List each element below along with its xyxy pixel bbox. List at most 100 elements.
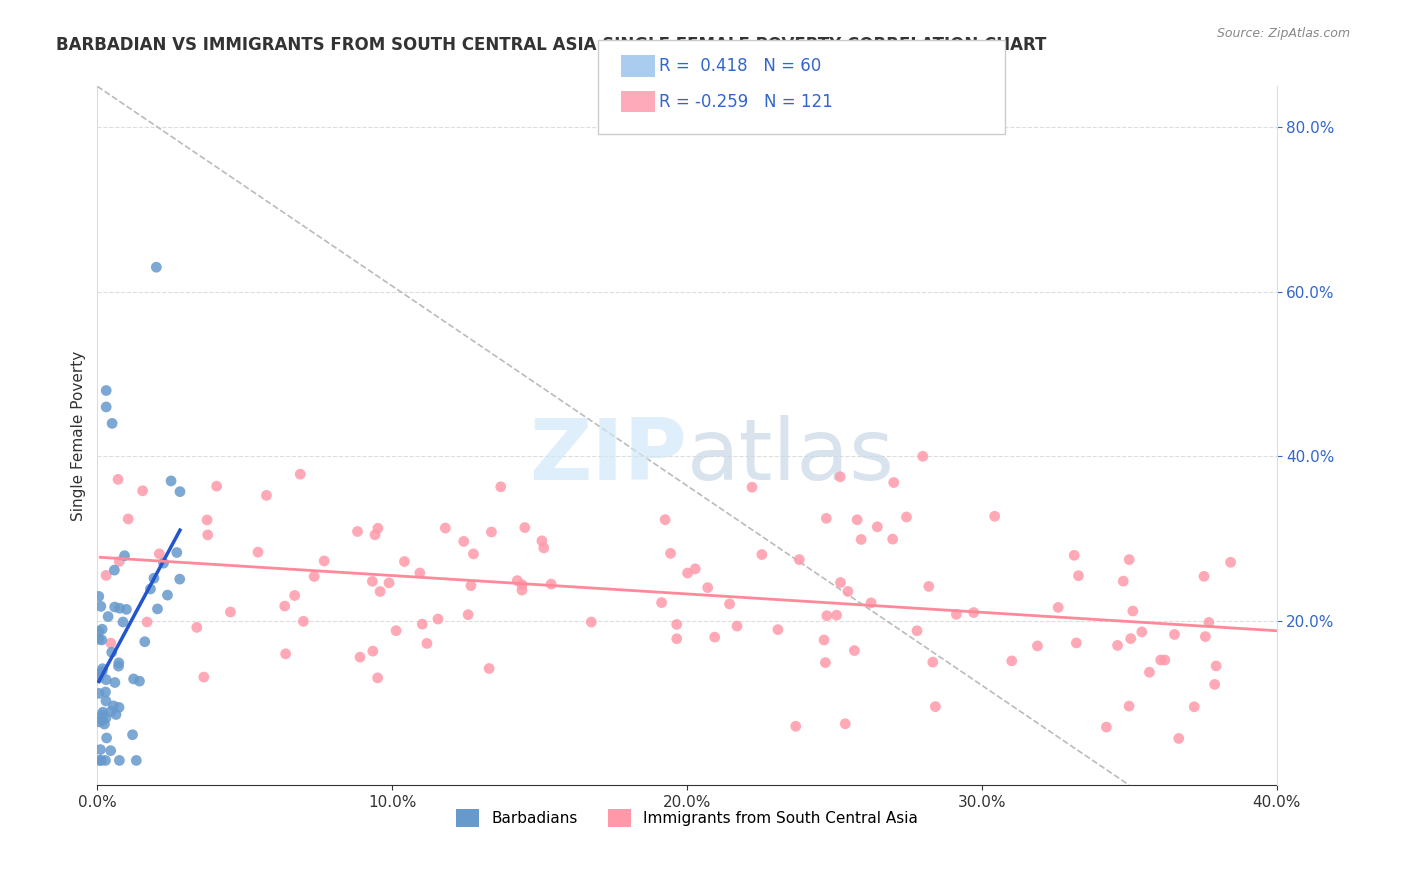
Point	[866, 520, 889, 534]
Point	[128, 674, 150, 689]
Point	[1192, 569, 1215, 583]
Point	[89, 667, 111, 681]
Point	[367, 671, 389, 685]
Text: ZIP: ZIP	[529, 415, 688, 499]
Point	[100, 744, 122, 758]
Point	[314, 554, 336, 568]
Point	[434, 521, 457, 535]
Point	[169, 572, 191, 586]
Point	[665, 632, 688, 646]
Point	[751, 548, 773, 562]
Point	[453, 534, 475, 549]
Point	[1219, 555, 1241, 569]
Point	[91, 707, 114, 722]
Point	[1163, 627, 1185, 641]
Point	[882, 532, 904, 546]
Point	[813, 632, 835, 647]
Point	[143, 571, 166, 585]
Point	[1167, 731, 1189, 746]
Point	[122, 672, 145, 686]
Point	[905, 624, 928, 638]
Point	[94, 568, 117, 582]
Point	[108, 754, 131, 768]
Point	[103, 563, 125, 577]
Point	[368, 584, 391, 599]
Point	[91, 662, 114, 676]
Point	[1205, 659, 1227, 673]
Point	[830, 470, 852, 484]
Point	[87, 686, 110, 700]
Point	[789, 552, 811, 566]
Point	[825, 608, 848, 623]
Point	[145, 260, 167, 275]
Point	[463, 547, 485, 561]
Point	[364, 528, 387, 542]
Point	[654, 513, 676, 527]
Point	[108, 656, 131, 670]
Point	[89, 754, 111, 768]
Point	[219, 605, 242, 619]
Point	[1150, 653, 1173, 667]
Point	[361, 644, 384, 658]
Point	[121, 728, 143, 742]
Point	[93, 717, 115, 731]
Point	[169, 484, 191, 499]
Point	[741, 480, 763, 494]
Point	[426, 612, 449, 626]
Point	[513, 520, 536, 534]
Point	[510, 578, 533, 592]
Point	[166, 545, 188, 559]
Point	[205, 479, 228, 493]
Point	[830, 575, 852, 590]
Point	[844, 643, 866, 657]
Point	[114, 549, 136, 563]
Point	[1047, 600, 1070, 615]
Point	[90, 754, 112, 768]
Point	[193, 670, 215, 684]
Point	[411, 617, 433, 632]
Point	[152, 556, 174, 570]
Point	[385, 624, 408, 638]
Point	[100, 704, 122, 718]
Point	[815, 608, 838, 623]
Point	[1182, 699, 1205, 714]
Point	[302, 569, 325, 583]
Point	[100, 645, 122, 659]
Point	[139, 582, 162, 596]
Point	[361, 574, 384, 589]
Text: BARBADIAN VS IMMIGRANTS FROM SOUTH CENTRAL ASIA SINGLE FEMALE POVERTY CORRELATIO: BARBADIAN VS IMMIGRANTS FROM SOUTH CENTR…	[56, 36, 1046, 54]
Text: Source: ZipAtlas.com: Source: ZipAtlas.com	[1216, 27, 1350, 40]
Point	[87, 714, 110, 729]
Point	[96, 731, 118, 745]
Point	[1119, 632, 1142, 646]
Point	[1198, 615, 1220, 630]
Point	[533, 541, 555, 555]
Point	[676, 566, 699, 580]
Point	[195, 513, 218, 527]
Point	[94, 685, 117, 699]
Point	[1001, 654, 1024, 668]
Point	[945, 607, 967, 622]
Point	[103, 698, 125, 713]
Point	[1139, 665, 1161, 680]
Point	[87, 671, 110, 685]
Point	[659, 546, 682, 560]
Point	[581, 615, 603, 629]
Point	[186, 620, 208, 634]
Point	[284, 589, 307, 603]
Point	[94, 694, 117, 708]
Point	[703, 630, 725, 644]
Point	[125, 754, 148, 768]
Point	[131, 483, 153, 498]
Point	[896, 510, 918, 524]
Text: R = -0.259   N = 121: R = -0.259 N = 121	[659, 93, 834, 111]
Point	[160, 474, 183, 488]
Point	[1107, 639, 1129, 653]
Point	[136, 615, 159, 629]
Point	[394, 555, 416, 569]
Point	[290, 467, 312, 482]
Point	[665, 617, 688, 632]
Point	[90, 599, 112, 614]
Point	[651, 596, 673, 610]
Point	[1067, 568, 1090, 582]
